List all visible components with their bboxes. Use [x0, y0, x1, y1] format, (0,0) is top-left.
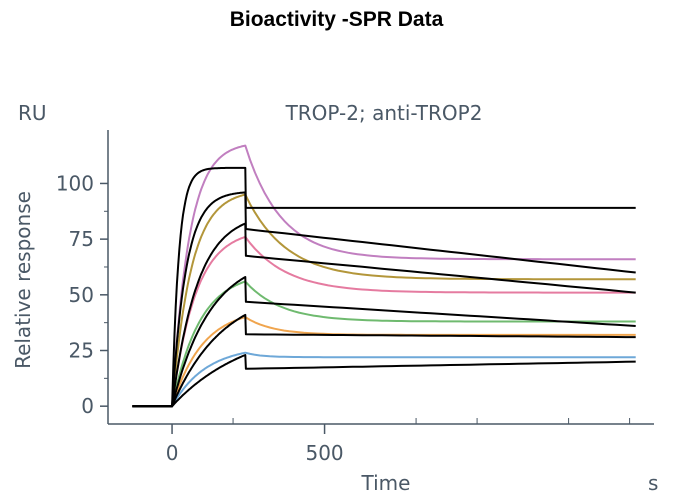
fit-curve — [132, 313, 636, 408]
measured-curve — [132, 280, 636, 408]
measured-curve — [132, 351, 636, 408]
y-tick-label: 0 — [81, 394, 94, 418]
fit-curve — [132, 222, 636, 408]
measured-curve — [132, 316, 636, 408]
x-axis-label: Time — [361, 471, 411, 495]
x-unit-label: s — [648, 471, 658, 495]
curves — [132, 144, 636, 408]
y-tick-label: 100 — [56, 171, 94, 195]
chart-title: TROP-2; anti-TROP2 — [285, 101, 483, 125]
y-axis-label: Relative response — [11, 191, 35, 369]
fit-curve — [132, 354, 636, 408]
y-tick-label: 75 — [69, 227, 94, 251]
axes: 0 25 50 75 100 0 500 — [56, 130, 654, 465]
y-tick-label: 25 — [69, 339, 94, 363]
page-title: Bioactivity -SPR Data — [229, 8, 444, 31]
y-unit-label: RU — [18, 101, 47, 125]
measured-curve — [132, 193, 636, 408]
y-tick-label: 50 — [69, 283, 94, 307]
measured-curve — [132, 235, 636, 408]
x-tick-label: 500 — [305, 441, 343, 465]
fit-curve — [132, 191, 636, 408]
x-tick-label: 0 — [166, 441, 179, 465]
fit-curve — [132, 276, 636, 408]
fit-curve — [132, 166, 636, 408]
